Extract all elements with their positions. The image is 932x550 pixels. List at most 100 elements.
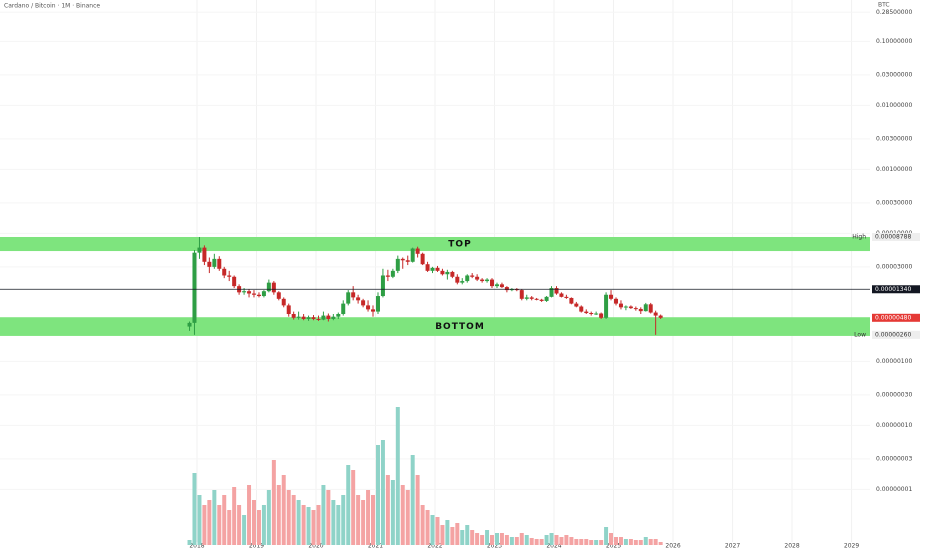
volume-bar — [455, 523, 460, 545]
candle-body — [554, 288, 559, 294]
volume-bar — [227, 510, 232, 545]
candle-body — [346, 292, 351, 304]
y-tick-label: 0.00000100 — [876, 358, 912, 365]
candle-body — [559, 293, 564, 297]
volume-bar — [633, 540, 638, 545]
y-tick-label: 0.03000000 — [876, 71, 912, 78]
volume-bar — [361, 500, 366, 545]
candle-body — [564, 296, 569, 298]
volume-bar — [306, 507, 311, 545]
volume-bar — [584, 539, 589, 545]
y-tick-label: 0.00300000 — [876, 135, 912, 142]
candle-body — [430, 267, 435, 271]
volume-bar — [331, 500, 336, 545]
candle-body — [475, 276, 480, 280]
volume-bar — [643, 537, 648, 545]
candle-body — [440, 270, 445, 275]
volume-bar — [395, 407, 400, 545]
candle-body — [460, 281, 465, 283]
candle-body — [247, 291, 252, 294]
price-tag: High — [852, 233, 866, 240]
volume-bar — [490, 535, 495, 545]
volume-bar — [281, 475, 286, 545]
candle-body — [470, 275, 475, 277]
x-tick-label: 2025 — [606, 543, 621, 550]
price-label: 0.00001340 — [875, 286, 911, 293]
candle-body — [405, 260, 410, 262]
candle-body — [375, 296, 380, 312]
x-tick-label: 2021 — [368, 543, 383, 550]
candle-body — [435, 267, 440, 271]
candle-body — [609, 294, 614, 299]
candle-body — [495, 284, 500, 287]
candle-body — [291, 314, 296, 318]
candle-body — [366, 305, 371, 310]
volume-bar — [390, 480, 395, 545]
candle-body — [341, 303, 346, 315]
volume-bar — [539, 539, 544, 545]
price-label-box — [872, 313, 920, 322]
candle-body — [490, 279, 495, 287]
candle-body — [579, 306, 584, 312]
candle-body — [480, 279, 485, 282]
candle-body — [276, 292, 281, 299]
candle-body — [415, 248, 420, 254]
candle-body — [187, 322, 192, 327]
volume-bar — [356, 495, 361, 545]
zone — [0, 317, 870, 336]
volume-bar — [628, 539, 633, 545]
x-tick-label: 2029 — [844, 543, 859, 550]
volume-bar — [559, 537, 564, 545]
volume-bar — [470, 530, 475, 545]
candle-body — [604, 294, 609, 318]
volume-bar — [579, 539, 584, 545]
candle-body — [400, 258, 405, 261]
volume-bar — [296, 500, 301, 545]
volume-bar — [202, 505, 207, 545]
candle-body — [653, 312, 658, 316]
volume-bar — [400, 485, 405, 545]
volume-bar — [574, 539, 579, 545]
candle-body — [504, 287, 509, 291]
volume-bar — [549, 533, 554, 545]
volume-bar — [420, 505, 425, 545]
candle-body — [395, 258, 400, 271]
volume-bar — [336, 505, 341, 545]
y-tick-label: 0.00000010 — [876, 422, 912, 429]
volume-bar — [430, 515, 435, 545]
candle-body — [529, 297, 534, 299]
candle-body — [544, 296, 549, 301]
candle-body — [485, 279, 490, 282]
candle-body — [256, 294, 261, 297]
volume-bar — [440, 525, 445, 545]
candle-body — [361, 300, 366, 306]
volume-bar — [435, 517, 440, 545]
y-tick-label: 0.00000003 — [876, 455, 912, 462]
volume-bar — [514, 537, 519, 545]
volume-bar — [212, 490, 217, 545]
candle-body — [519, 290, 524, 299]
candle-body — [296, 316, 301, 318]
candle-body — [266, 282, 271, 292]
candle-body — [658, 315, 663, 318]
volume-bar — [326, 490, 331, 545]
volume-bar — [242, 515, 247, 545]
zone — [0, 236, 870, 252]
candle-body — [465, 275, 470, 282]
volume-bar — [197, 495, 202, 545]
candle-body — [370, 309, 375, 312]
candle-body — [321, 315, 326, 320]
volume-bar — [187, 540, 192, 545]
candle-body — [222, 268, 227, 276]
candle-body — [271, 282, 276, 293]
candle-body — [628, 306, 633, 309]
volume-bar — [266, 490, 271, 545]
volume-bar — [614, 537, 619, 545]
candle-body — [351, 292, 356, 298]
volume-bar — [232, 487, 237, 545]
x-tick-label: 2023 — [487, 543, 502, 550]
y-tick-label: 0.01000000 — [876, 102, 912, 109]
volume-bar — [366, 490, 371, 545]
